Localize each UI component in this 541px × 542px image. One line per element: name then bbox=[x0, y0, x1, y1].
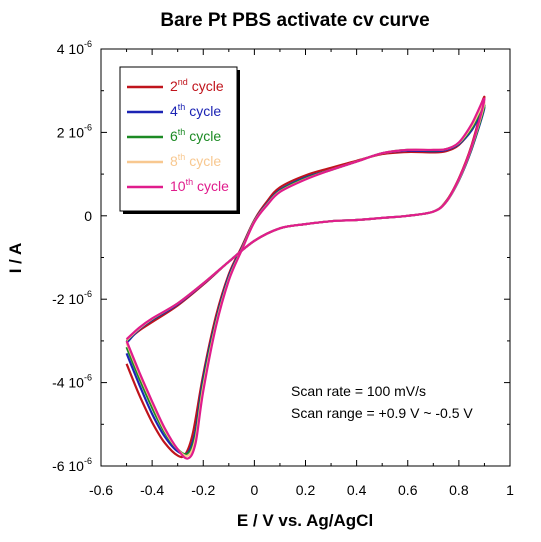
x-tick-label: -0.6 bbox=[89, 482, 113, 498]
y-tick-mantissa: -6 10 bbox=[52, 458, 84, 474]
curves-layer bbox=[125, 95, 486, 460]
y-tick-mantissa: 0 bbox=[84, 208, 92, 224]
y-tick-exponent: -6 bbox=[84, 456, 92, 466]
chart-title: Bare Pt PBS activate cv curve bbox=[160, 10, 429, 31]
legend-label-cycle-2: 2nd cycle bbox=[170, 77, 224, 94]
y-axis-label: I / A bbox=[6, 243, 25, 274]
series-cycle-10-line bbox=[125, 97, 486, 460]
legend: 2nd cycle 4th cycle 6th cycle 8th cycle 10th… bbox=[119, 66, 240, 214]
x-tick-label: 0.6 bbox=[398, 482, 418, 498]
y-axis: 4 10-62 10-60-2 10-6-4 10-6-6 10-6 bbox=[52, 39, 510, 474]
y-tick-label: 4 10-6 bbox=[57, 39, 92, 57]
legend-label-cycle-8: 8th cycle bbox=[170, 152, 221, 169]
y-tick-mantissa: -2 10 bbox=[52, 291, 84, 307]
y-tick-mantissa: 4 10 bbox=[57, 41, 84, 57]
y-tick-exponent: -6 bbox=[84, 289, 92, 299]
y-tick-label: 2 10-6 bbox=[57, 122, 92, 140]
y-tick-exponent: -6 bbox=[84, 122, 92, 132]
y-tick-mantissa: 2 10 bbox=[57, 124, 84, 140]
y-tick-label: 0 bbox=[84, 208, 92, 224]
legend-label-cycle-10: 10th cycle bbox=[170, 177, 229, 194]
x-axis: -0.6 -0.4 -0.2 0 0.2 0.4 0.6 0.8 1 bbox=[89, 49, 514, 498]
y-tick-label: -6 10-6 bbox=[52, 456, 92, 474]
y-tick-label: -4 10-6 bbox=[52, 373, 92, 391]
x-tick-label: 1 bbox=[506, 482, 514, 498]
x-axis-label: E / V vs. Ag/AgCl bbox=[237, 511, 373, 530]
y-tick-exponent: -6 bbox=[84, 373, 92, 383]
annotation-scan-rate: Scan rate = 100 mV/s bbox=[291, 383, 426, 399]
y-tick-label: -2 10-6 bbox=[52, 289, 92, 307]
x-tick-label: 0.8 bbox=[449, 482, 469, 498]
x-tick-label: 0.4 bbox=[347, 482, 367, 498]
x-tick-label: -0.4 bbox=[140, 482, 164, 498]
x-tick-label: -0.2 bbox=[191, 482, 215, 498]
legend-label-cycle-6: 6th cycle bbox=[170, 127, 221, 144]
y-tick-mantissa: -4 10 bbox=[52, 375, 84, 391]
x-tick-label: 0.2 bbox=[296, 482, 316, 498]
y-tick-exponent: -6 bbox=[84, 39, 92, 49]
x-tick-label: 0 bbox=[250, 482, 258, 498]
legend-box-shadow-right bbox=[237, 70, 240, 214]
annotation-scan-range: Scan range = +0.9 V ~ -0.5 V bbox=[291, 405, 473, 421]
legend-label-cycle-4: 4th cycle bbox=[170, 102, 221, 119]
legend-box-shadow-bottom bbox=[123, 211, 240, 214]
